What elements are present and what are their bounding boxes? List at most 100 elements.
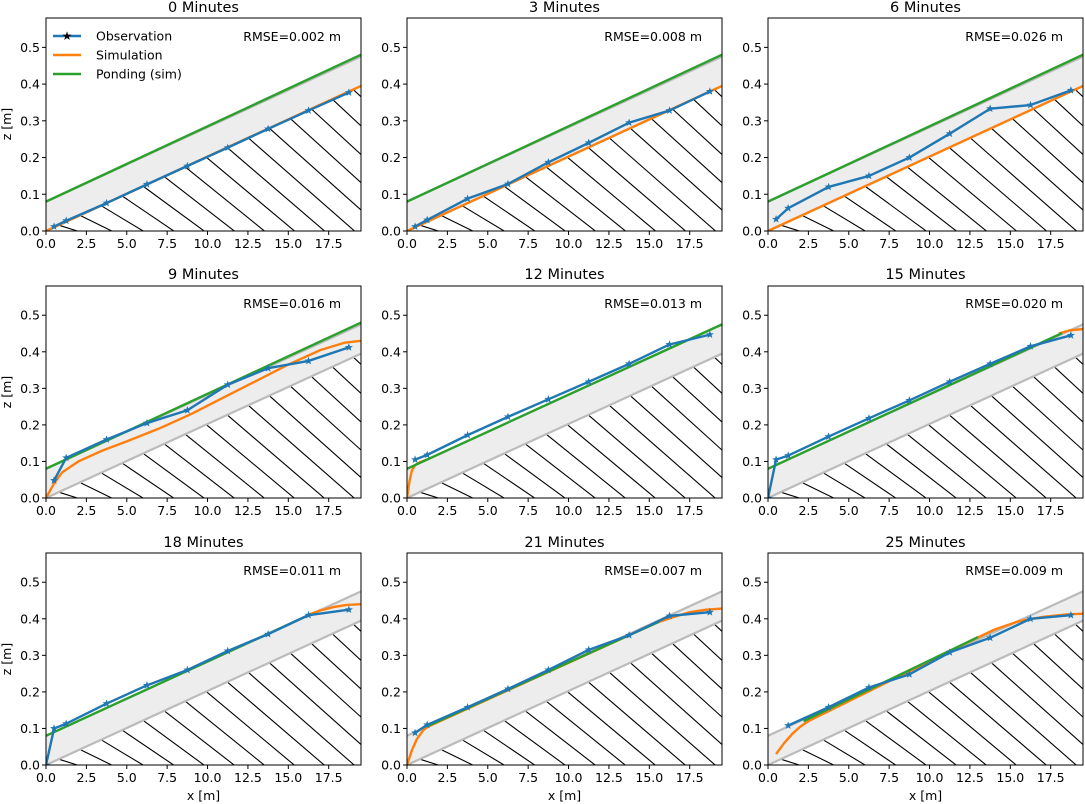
hatch-line [311, 376, 361, 423]
x-tick-label: 2.5 [437, 770, 457, 785]
bed-hatch [781, 624, 1083, 765]
y-tick-label: 0.1 [381, 454, 401, 469]
ponding-band [768, 324, 1083, 498]
bed-hatch [420, 357, 722, 498]
hatch-line [823, 472, 867, 498]
hatch-line [970, 672, 1077, 765]
observation-marker [463, 703, 472, 711]
x-tick-label: 7.5 [879, 770, 899, 785]
x-tick-label: 10.0 [194, 770, 222, 785]
subplot-panel: 0.0 2.5 5.0 7.5 10.0 12.5 15.0 17.5 0.0 0.1 0.2 0.3… [381, 552, 723, 785]
subplot-title: 0 Minutes [168, 0, 239, 16]
subplot-title: 25 Minutes [885, 535, 965, 551]
hatch-line [185, 167, 266, 231]
hatch-line [420, 492, 441, 498]
legend-simulation-label: Simulation [96, 48, 163, 63]
x-tick-label: 0.0 [758, 770, 778, 785]
hatch-line [567, 691, 657, 765]
x-tick-label: 15.0 [274, 236, 302, 251]
subplot-title: 6 Minutes [890, 0, 961, 16]
bed-line [768, 619, 1083, 765]
rmse-annotation: RMSE=0.020 m [965, 296, 1063, 311]
hatch-line [1033, 109, 1083, 156]
y-tick-label: 0.4 [742, 77, 762, 92]
ponding-band [407, 324, 722, 498]
observation-marker [264, 364, 273, 372]
x-tick-label: 12.5 [956, 503, 984, 518]
plot-area [407, 53, 722, 231]
hatch-line [1012, 118, 1083, 184]
hatch-line [588, 682, 687, 765]
hatch-line [651, 653, 722, 718]
y-tick-label: 0.0 [742, 224, 762, 239]
x-tick-label: 7.5 [879, 236, 899, 251]
plot-area [46, 53, 361, 231]
y-tick-label: 0.0 [742, 491, 762, 506]
hatch-line [672, 643, 722, 690]
hatch-line [122, 730, 175, 765]
subplot-panel: 0.0 2.5 5.0 7.5 10.0 12.5 15.0 17.5 0.0 0.1 0.2 0.3… [742, 552, 1084, 785]
hatch-line [80, 482, 113, 498]
x-tick-label: 5.0 [478, 236, 498, 251]
observation-marker [824, 432, 833, 440]
hatch-line [949, 415, 1048, 498]
observation-marker [768, 493, 772, 498]
bed-hatch [59, 357, 361, 498]
observation-marker [905, 396, 914, 404]
hatch-line [504, 186, 567, 231]
hatch-line [80, 749, 113, 765]
plot-frame [406, 552, 723, 766]
ponding-line [46, 53, 361, 203]
x-tick-label: 5.0 [117, 503, 137, 518]
observation-marker [304, 356, 313, 365]
observation-marker [411, 728, 420, 737]
observation-marker [463, 194, 472, 203]
plot-area [46, 590, 361, 765]
x-tick-label: 17.5 [1037, 236, 1065, 251]
legend-observation-star: ★ [62, 29, 73, 43]
hatch-line [59, 759, 80, 765]
observation-marker [503, 179, 512, 188]
observation-marker [503, 684, 512, 693]
observation-marker [705, 608, 714, 616]
observation-marker [665, 340, 674, 348]
hatch-line [143, 453, 205, 498]
hatch-line [651, 386, 722, 451]
hatch-line [441, 749, 474, 765]
x-tick-label: 7.5 [157, 236, 177, 251]
rmse-annotation: RMSE=0.008 m [604, 29, 702, 44]
observation-marker [544, 395, 553, 403]
x-tick-label: 0.0 [397, 236, 417, 251]
x-tick-label: 17.5 [315, 770, 343, 785]
observation-marker [1066, 331, 1075, 339]
x-tick-label: 10.0 [555, 236, 583, 251]
hatch-line [462, 472, 506, 498]
hatch-line [122, 196, 175, 231]
observation-marker [411, 455, 420, 464]
x-tick-label: 17.5 [1037, 770, 1065, 785]
x-tick-label: 7.5 [879, 503, 899, 518]
subplot-title: 15 Minutes [885, 267, 965, 283]
hatch-line [269, 662, 361, 746]
hatch-line [80, 215, 114, 231]
hatch-line [886, 444, 957, 498]
y-tick-label: 0.0 [20, 224, 40, 239]
hatch-line [420, 225, 441, 231]
hatch-line [290, 118, 361, 184]
hatch-line [185, 434, 266, 498]
hatch-line [949, 682, 1048, 765]
hatch-line [719, 502, 722, 521]
hatch-line [290, 386, 361, 451]
x-tick-label: 0.0 [36, 770, 56, 785]
observation-marker [183, 406, 192, 414]
x-tick-label: 5.0 [117, 236, 137, 251]
hatch-line [1033, 376, 1083, 423]
hatch-line [844, 463, 897, 498]
rmse-annotation: RMSE=0.002 m [243, 29, 341, 44]
plot-area [768, 53, 1083, 231]
bed-line [46, 352, 361, 498]
y-tick-label: 0.4 [381, 611, 401, 626]
bed-hatch [420, 89, 722, 231]
bed-hatch [719, 357, 1083, 521]
